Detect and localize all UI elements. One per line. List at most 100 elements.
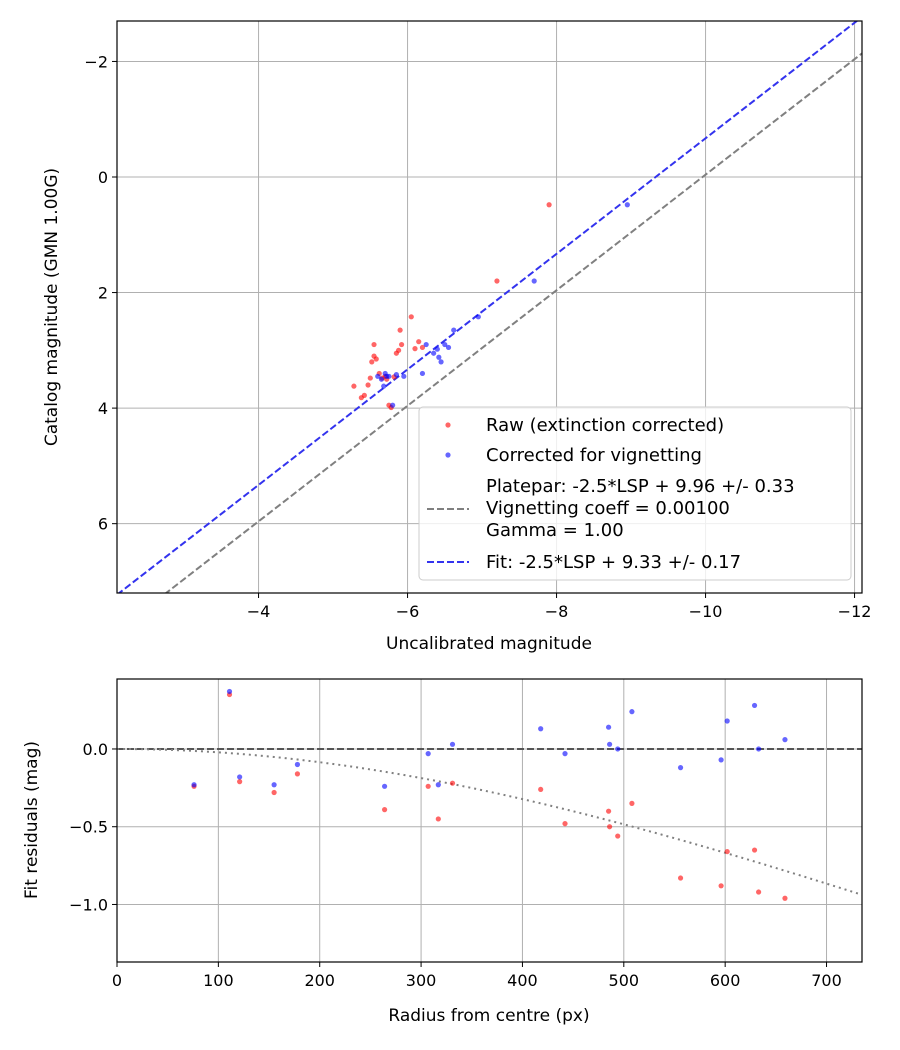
top-fit-lines	[117, 21, 862, 593]
bottom-point-s1-11	[605, 724, 612, 730]
bottom-point-s0-8	[449, 780, 456, 786]
top-point-s1-13	[442, 341, 448, 348]
bottom-point-s0-5	[381, 807, 388, 813]
top-point-s0-2	[361, 392, 367, 398]
top-data-points	[351, 202, 630, 411]
top-scatter-plot: −4 −6 −8 −10 −12 −2 0 2 4 6 Uncalibrated magnitu…	[42, 20, 872, 654]
top-line-s2	[164, 52, 862, 593]
top-y-axis-label: Catalog magnitude (GMN 1.00G)	[42, 168, 62, 446]
top-x-tick-label: −8	[545, 602, 569, 621]
bottom-axes-frame	[116, 678, 863, 963]
top-y-tick-label: 2	[98, 284, 108, 303]
top-point-s0-25	[546, 202, 552, 208]
bottom-point-s0-12	[607, 824, 613, 830]
top-y-tick-label: 6	[98, 515, 108, 534]
bottom-x-ticks: 0 100 200 300 400 500 600 700	[112, 962, 842, 990]
bottom-point-s1-17	[724, 718, 730, 724]
bottom-point-s0-4	[294, 771, 301, 777]
top-x-ticks: −4 −6 −8 −10 −12	[247, 593, 872, 621]
top-point-s0-4	[367, 375, 373, 381]
top-point-s0-22	[416, 339, 422, 345]
legend-platepar-label: Platepar: -2.5*LSP + 9.96 +/- 0.33 Vignet…	[486, 476, 795, 541]
top-point-s1-0	[375, 373, 381, 379]
top-point-s0-6	[371, 341, 377, 348]
bottom-point-s1-3	[271, 782, 277, 788]
bottom-point-s1-1	[226, 688, 233, 695]
bottom-point-s0-3	[271, 789, 277, 796]
top-x-tick-label: −6	[396, 602, 420, 621]
top-point-s0-0	[351, 383, 357, 389]
top-point-s0-18	[397, 327, 403, 333]
top-point-s1-5	[393, 372, 399, 378]
bottom-point-s1-8	[449, 741, 456, 747]
top-point-s0-3	[365, 382, 371, 388]
bottom-data-points	[191, 688, 788, 901]
bottom-x-tick-label: 100	[203, 971, 234, 990]
top-point-s0-17	[396, 347, 402, 353]
bottom-x-tick-label: 700	[811, 971, 842, 990]
top-point-s1-15	[451, 327, 457, 333]
top-point-s0-19	[398, 341, 405, 348]
top-point-s0-8	[373, 356, 379, 362]
bottom-point-s0-2	[237, 779, 243, 785]
bottom-point-s1-7	[435, 782, 441, 788]
legend-raw-label: Raw (extinction corrected)	[486, 415, 724, 436]
bottom-x-tick-label: 200	[304, 971, 335, 990]
top-point-s1-10	[434, 346, 440, 352]
bottom-x-tick-label: 0	[112, 971, 122, 990]
legend-box	[418, 406, 852, 581]
bottom-point-s1-6	[425, 751, 431, 757]
bottom-point-s0-11	[605, 808, 612, 814]
bottom-point-s1-16	[718, 757, 724, 763]
bottom-point-s0-15	[677, 875, 684, 881]
bottom-point-s1-18	[751, 702, 758, 709]
top-axes-frame	[116, 20, 863, 594]
top-point-s0-23	[419, 344, 426, 351]
bottom-point-s1-2	[237, 774, 243, 780]
bottom-y-tick-label: 0.0	[83, 740, 108, 759]
top-point-s1-9	[431, 350, 437, 356]
bottom-point-s0-17	[724, 848, 730, 855]
top-point-s0-5	[369, 359, 375, 365]
bottom-point-s0-9	[538, 786, 544, 793]
bottom-y-axis-label: Fit residuals (mag)	[22, 741, 42, 899]
top-point-s0-24	[494, 278, 500, 284]
top-legend: Raw (extinction corrected) Corrected for…	[418, 406, 852, 581]
bottom-point-s1-13	[615, 746, 621, 752]
top-y-tick-label: 4	[98, 399, 108, 418]
bottom-point-s1-5	[381, 783, 388, 789]
bottom-point-s0-19	[756, 889, 762, 895]
top-point-s1-8	[423, 341, 429, 348]
top-point-s1-12	[438, 359, 444, 365]
bottom-point-s1-4	[294, 761, 301, 768]
bottom-point-s1-19	[756, 746, 762, 752]
top-point-s1-4	[390, 402, 396, 408]
bottom-point-s1-12	[607, 741, 613, 747]
bottom-x-tick-label: 300	[406, 971, 437, 990]
top-point-s1-1	[378, 376, 385, 382]
bottom-point-s1-15	[677, 765, 684, 771]
top-x-axis-label: Uncalibrated magnitude	[386, 634, 592, 654]
bottom-y-ticks: 0.0 −0.5 −1.0	[69, 740, 117, 914]
legend-fit-label: Fit: -2.5*LSP + 9.33 +/- 0.17	[486, 552, 741, 573]
top-line-s3	[117, 21, 859, 593]
top-y-tick-label: −2	[84, 52, 108, 71]
bottom-point-s1-0	[191, 782, 197, 788]
bottom-y-tick-label: −0.5	[69, 818, 108, 837]
legend-corrected-marker	[445, 452, 451, 458]
bottom-point-s1-20	[782, 737, 788, 743]
top-y-ticks: −2 0 2 4 6	[84, 52, 117, 534]
top-point-s0-20	[408, 314, 414, 320]
top-point-s1-20	[384, 373, 390, 379]
legend-corrected-label: Corrected for vignetting	[486, 445, 702, 466]
bottom-x-tick-label: 400	[507, 971, 538, 990]
bottom-point-s0-7	[435, 816, 441, 822]
top-point-s1-18	[624, 202, 630, 208]
top-x-tick-label: −10	[689, 602, 723, 621]
top-point-s1-6	[401, 373, 407, 379]
top-y-tick-label: 0	[98, 168, 108, 187]
top-x-tick-label: −12	[838, 602, 872, 621]
bottom-y-tick-label: −1.0	[69, 895, 108, 914]
legend-raw-marker	[445, 422, 451, 428]
top-point-s1-19	[381, 383, 387, 389]
